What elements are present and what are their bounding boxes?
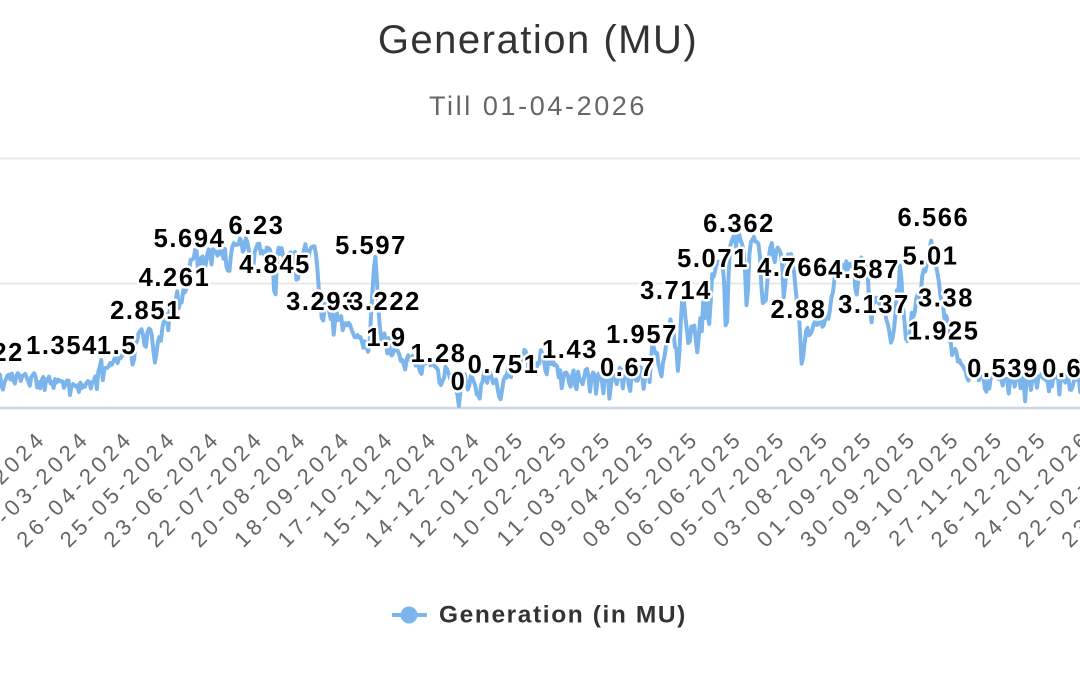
- svg-text:0.539: 0.539: [967, 355, 1039, 383]
- svg-text:3.293: 3.293: [286, 288, 358, 316]
- svg-text:4.261: 4.261: [139, 264, 211, 292]
- svg-text:1.9: 1.9: [366, 324, 406, 352]
- svg-text:1.43: 1.43: [542, 336, 598, 364]
- svg-text:6.566: 6.566: [897, 204, 969, 232]
- svg-text:2.851: 2.851: [110, 297, 182, 325]
- svg-text:6.362: 6.362: [703, 210, 775, 238]
- svg-text:0.67: 0.67: [600, 354, 656, 382]
- svg-text:0.751: 0.751: [468, 351, 540, 379]
- svg-text:Generation (in MU): Generation (in MU): [439, 602, 687, 629]
- svg-text:5.071: 5.071: [677, 245, 749, 273]
- svg-text:0.646: 0.646: [1042, 355, 1080, 383]
- svg-text:1.5: 1.5: [97, 332, 137, 360]
- svg-text:1.322: 1.322: [0, 339, 24, 367]
- svg-text:4.587: 4.587: [828, 256, 900, 284]
- svg-text:4.766: 4.766: [757, 254, 829, 282]
- svg-text:3.714: 3.714: [640, 277, 712, 305]
- svg-text:6.23: 6.23: [228, 212, 284, 240]
- svg-text:1.354: 1.354: [26, 332, 98, 360]
- svg-text:3.137: 3.137: [838, 291, 910, 319]
- svg-text:Generation (MU): Generation (MU): [378, 18, 698, 62]
- svg-text:1.28: 1.28: [410, 340, 466, 368]
- svg-text:3.222: 3.222: [349, 288, 421, 316]
- svg-text:5.01: 5.01: [902, 243, 958, 271]
- svg-text:1.925: 1.925: [908, 318, 980, 346]
- svg-text:Till 01-04-2026: Till 01-04-2026: [429, 91, 647, 121]
- svg-text:2.88: 2.88: [770, 296, 826, 324]
- svg-text:0: 0: [451, 368, 467, 396]
- svg-text:5.694: 5.694: [154, 225, 226, 253]
- svg-text:5.597: 5.597: [335, 232, 407, 260]
- svg-text:3.38: 3.38: [918, 285, 974, 313]
- svg-text:1.957: 1.957: [606, 321, 678, 349]
- svg-text:4.845: 4.845: [239, 251, 311, 279]
